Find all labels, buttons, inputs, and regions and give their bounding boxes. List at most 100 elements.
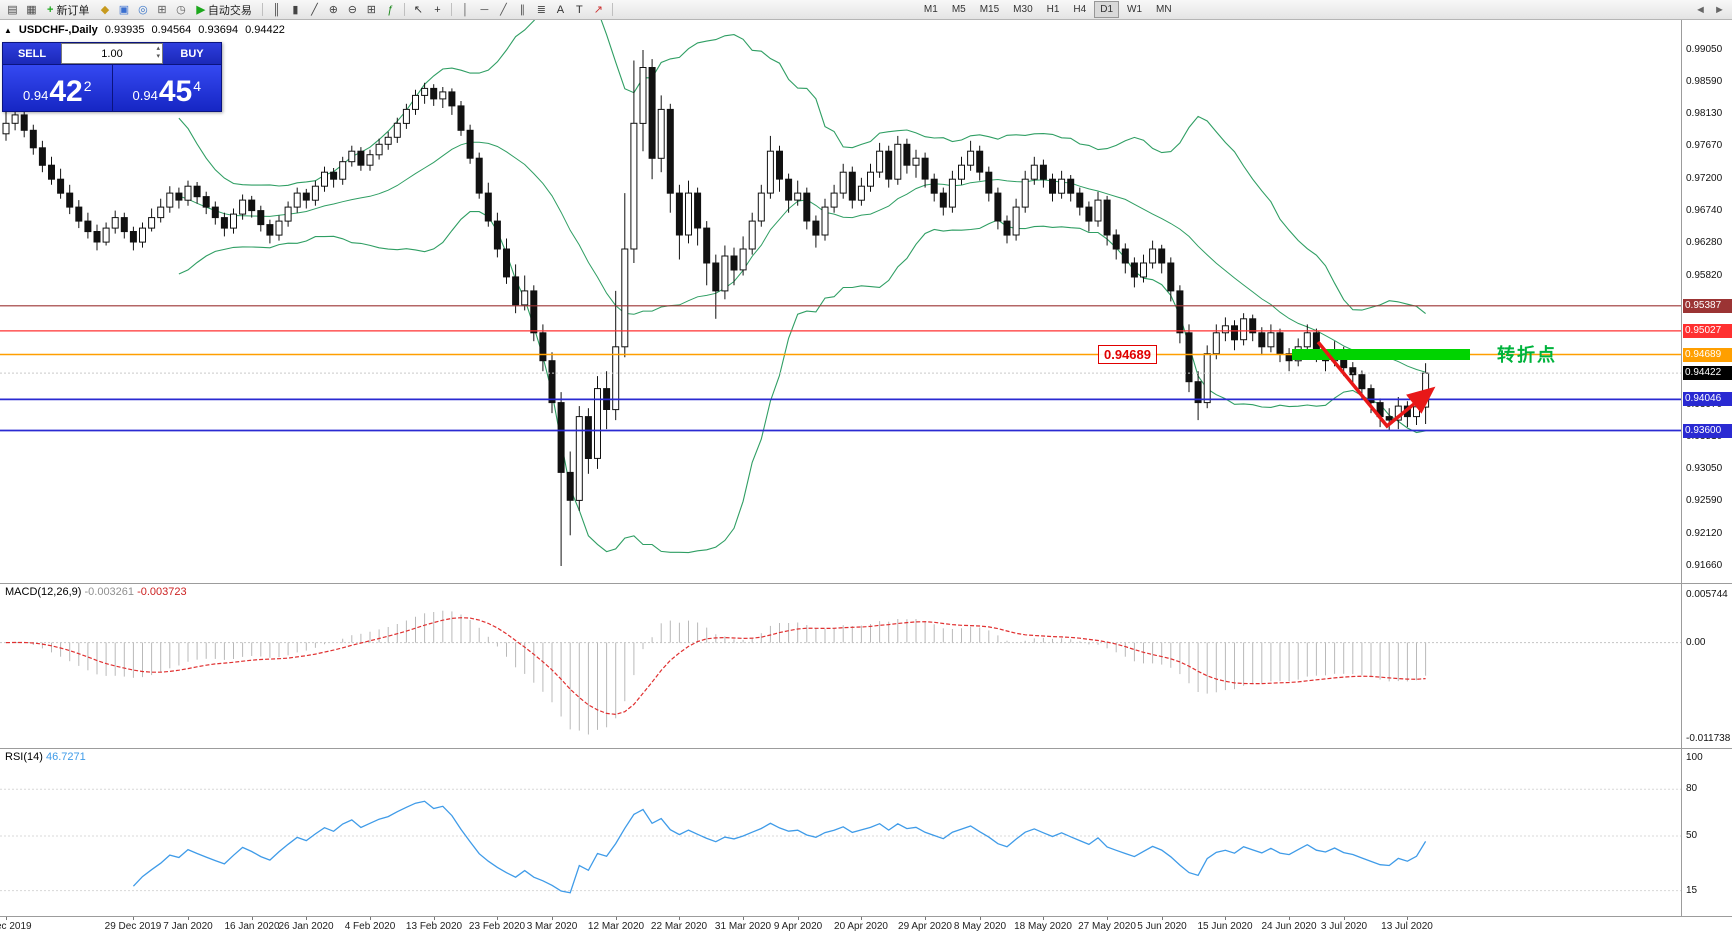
date-axis-label[interactable]: 7 Jan 2020: [163, 921, 213, 932]
timeframe-d1[interactable]: D1: [1094, 1, 1120, 18]
volume-input[interactable]: 1.00 ▴ ▾: [61, 43, 163, 64]
rsi-title-line: RSI(14) 46.7271: [5, 751, 86, 763]
buy-price-point: 4: [193, 78, 201, 94]
timeframe-m15[interactable]: M15: [979, 4, 1000, 15]
date-axis-label[interactable]: 20 Apr 2020: [834, 921, 888, 932]
date-axis-tick: [188, 916, 189, 920]
date-axis-label[interactable]: 24 Jun 2020: [1261, 921, 1317, 932]
date-axis-label[interactable]: 4 Feb 2020: [344, 921, 396, 932]
price-axis-tick: 0.95820: [1686, 270, 1723, 281]
toolbar-separator: [611, 3, 613, 16]
date-axis-tick: [743, 916, 744, 920]
date-axis-label[interactable]: 23 Feb 2020: [468, 921, 526, 932]
zoom-in-icon[interactable]: ⊕: [328, 4, 339, 16]
bar-chart-icon[interactable]: ║: [272, 3, 281, 16]
level-price-label: 0.95387: [1683, 299, 1732, 313]
autotrading-label: 自动交易: [207, 4, 252, 17]
strategy-tester-icon[interactable]: ◷: [176, 4, 186, 16]
timeframe-m1[interactable]: M1: [923, 4, 938, 15]
date-axis-label[interactable]: 13 Jul 2020: [1381, 921, 1433, 932]
chart-profiles-icon[interactable]: ▦: [26, 4, 37, 16]
date-axis-tick: [861, 916, 862, 920]
channel-icon[interactable]: ∥: [519, 4, 526, 16]
new-chart-icon[interactable]: ▤: [7, 4, 18, 16]
macd-signal-value: -0.003723: [137, 586, 187, 598]
toolbar-group-right: ◄ ►: [1691, 2, 1729, 18]
date-axis-label[interactable]: 5 Jun 2020: [1137, 921, 1187, 932]
timeframe-m30[interactable]: M30: [1013, 4, 1033, 15]
horizontal-line-icon[interactable]: ─: [480, 3, 489, 16]
navigator-icon[interactable]: ◎: [138, 4, 148, 16]
crosshair-icon[interactable]: +: [434, 3, 441, 16]
fibonacci-icon[interactable]: ≣: [536, 4, 547, 16]
market-watch-icon[interactable]: ◆: [100, 4, 110, 16]
label-icon[interactable]: T: [576, 3, 583, 16]
candlestick-chart-icon[interactable]: ▮: [292, 4, 299, 16]
timeframe-h4[interactable]: H4: [1073, 4, 1087, 15]
cursor-icon[interactable]: ↖: [413, 4, 424, 16]
date-axis-label[interactable]: 29 Apr 2020: [898, 921, 952, 932]
date-axis-label[interactable]: 27 May 2020: [1078, 921, 1136, 932]
price-axis-tick: 0.92120: [1686, 528, 1723, 539]
terminal-icon[interactable]: ⊞: [157, 4, 167, 16]
buy-price-button[interactable]: 0.94 45 4: [112, 65, 221, 111]
date-axis-tick: [497, 916, 498, 920]
timeframe-mn[interactable]: MN: [1156, 4, 1172, 15]
date-axis-label[interactable]: 3 Mar 2020: [526, 921, 578, 932]
timeframe-w1[interactable]: W1: [1127, 4, 1143, 15]
ohlc-high: 0.94564: [151, 24, 192, 36]
zoom-out-icon[interactable]: ⊖: [347, 4, 358, 16]
level-price-label: 0.94046: [1683, 392, 1732, 406]
volume-spinner[interactable]: ▴ ▾: [156, 45, 160, 61]
spinner-down-icon[interactable]: ▾: [156, 53, 160, 60]
date-axis-label[interactable]: 3 Jul 2020: [1320, 921, 1368, 932]
panel-splitter-rsi[interactable]: [0, 748, 1732, 749]
date-axis-label[interactable]: 29 Dec 2019: [104, 921, 162, 932]
date-axis-label[interactable]: 12 Mar 2020: [587, 921, 645, 932]
arrows-icon[interactable]: ↗: [593, 4, 604, 16]
date-axis-label[interactable]: 8 May 2020: [953, 921, 1007, 932]
price-level-callout[interactable]: 0.94689: [1098, 345, 1157, 364]
text-icon[interactable]: A: [556, 3, 565, 16]
new-order-button[interactable]: + 新订单: [41, 2, 95, 18]
one-click-trading-panel: SELL 1.00 ▴ ▾ BUY 0.94 42 2 0.94 45 4: [2, 42, 222, 112]
sell-tab-button[interactable]: SELL: [3, 43, 61, 64]
tile-windows-icon[interactable]: ⊞: [366, 4, 377, 16]
symbol-info: ▲ USDCHF-,Daily 0.93935 0.94564 0.93694 …: [4, 24, 285, 36]
date-axis-label[interactable]: 15 Jun 2020: [1197, 921, 1253, 932]
scroll-right-icon[interactable]: ►: [1714, 3, 1725, 16]
indicators-icon[interactable]: ƒ: [387, 3, 394, 16]
date-axis-label[interactable]: 13 Feb 2020: [405, 921, 463, 932]
date-axis-label[interactable]: 26 Jan 2020: [278, 921, 334, 932]
price-axis-tick: 0.93050: [1686, 463, 1723, 474]
scroll-left-icon[interactable]: ◄: [1695, 3, 1706, 16]
vertical-line-icon[interactable]: │: [461, 3, 469, 16]
one-click-collapse-icon[interactable]: ▲: [4, 25, 12, 35]
autotrading-button[interactable]: ▶ 自动交易: [190, 2, 257, 18]
data-window-icon[interactable]: ▣: [118, 4, 130, 16]
trendline-icon[interactable]: ╱: [500, 4, 507, 16]
ohlc-close: 0.94422: [245, 24, 285, 36]
price-axis-tick: 0.99050: [1686, 44, 1723, 55]
sell-price-pips: 42: [49, 75, 83, 108]
buy-tab-button[interactable]: BUY: [163, 43, 221, 64]
spinner-up-icon[interactable]: ▴: [156, 45, 160, 52]
date-axis-tick: [552, 916, 553, 920]
sell-price-prefix: 0.94: [23, 88, 49, 103]
date-axis-label[interactable]: 9 Dec 2019: [0, 921, 32, 932]
line-chart-icon[interactable]: ╱: [311, 4, 318, 16]
ohlc-low: 0.93694: [198, 24, 239, 36]
rsi-axis-100: 100: [1686, 752, 1703, 763]
date-axis-label[interactable]: 18 May 2020: [1014, 921, 1072, 932]
toolbar-separator: [403, 3, 405, 16]
date-axis-label[interactable]: 9 Apr 2020: [773, 921, 823, 932]
timeframe-h1[interactable]: H1: [1046, 4, 1060, 15]
panel-splitter-macd[interactable]: [0, 583, 1732, 584]
sell-price-button[interactable]: 0.94 42 2: [3, 65, 112, 111]
date-axis-label[interactable]: 22 Mar 2020: [650, 921, 708, 932]
macd-main-value: -0.003261: [84, 586, 135, 598]
date-axis-label[interactable]: 31 Mar 2020: [714, 921, 772, 932]
timeframe-m5[interactable]: M5: [951, 4, 966, 15]
date-axis-label[interactable]: 16 Jan 2020: [224, 921, 280, 932]
